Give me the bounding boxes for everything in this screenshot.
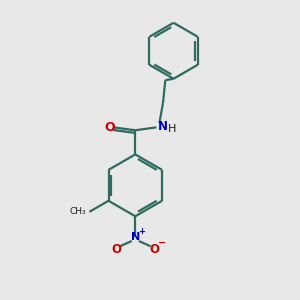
Text: N: N <box>158 120 168 133</box>
Text: −: − <box>158 238 166 248</box>
Text: +: + <box>138 227 145 236</box>
Text: H: H <box>168 124 176 134</box>
Text: N: N <box>131 232 140 242</box>
Text: O: O <box>104 121 115 134</box>
Text: O: O <box>111 243 122 256</box>
Text: O: O <box>149 243 159 256</box>
Text: CH₃: CH₃ <box>69 207 86 216</box>
